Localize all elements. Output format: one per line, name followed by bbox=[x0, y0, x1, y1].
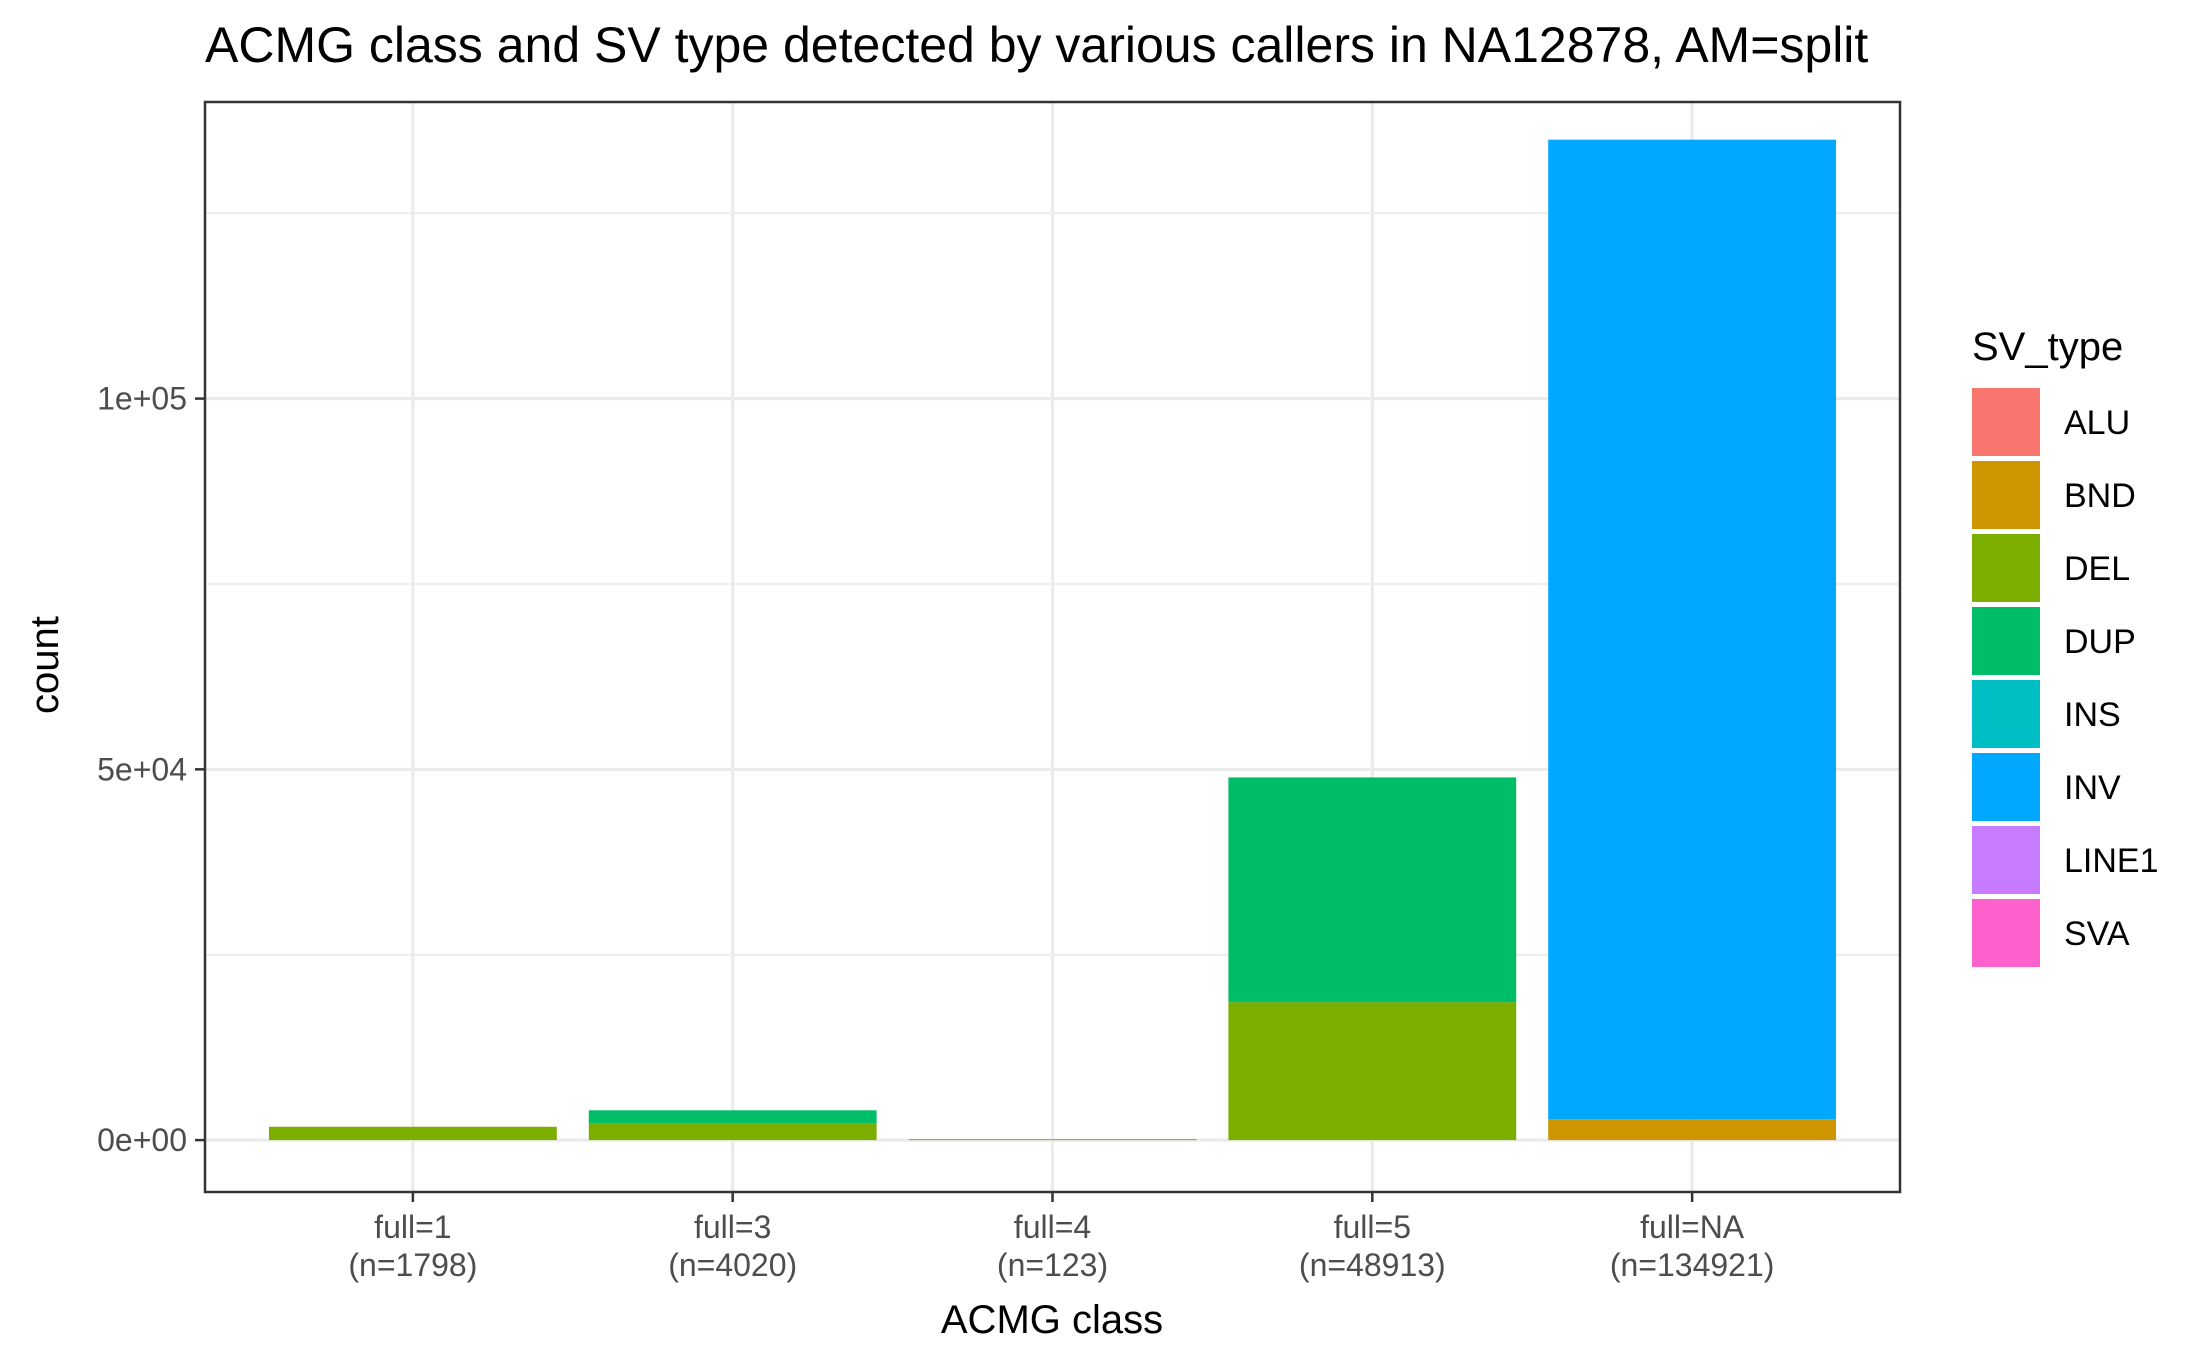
x-tick-count-label: (n=4020) bbox=[668, 1247, 797, 1283]
x-tick-label: full=5 bbox=[1334, 1209, 1411, 1245]
bar-segment-del bbox=[908, 1139, 1197, 1141]
y-tick-label: 1e+05 bbox=[97, 381, 187, 417]
x-tick-count-label: (n=1798) bbox=[348, 1247, 477, 1283]
legend-key-bnd bbox=[1972, 461, 2040, 529]
legend-label-inv: INV bbox=[2064, 769, 2121, 807]
x-axis: full=1(n=1798) full=3(n=4020) full=4(n=123… bbox=[348, 1192, 1774, 1283]
legend-key-ins bbox=[1972, 680, 2040, 748]
x-tick-label: full=3 bbox=[694, 1209, 771, 1245]
legend-label-del: DEL bbox=[2064, 550, 2130, 588]
legend-label-bnd: BND bbox=[2064, 477, 2136, 515]
legend-title: SV_type bbox=[1972, 325, 2123, 369]
x-tick-count-label: (n=134921) bbox=[1610, 1247, 1775, 1283]
legend-key-line1 bbox=[1972, 826, 2040, 894]
bar-segment-dup bbox=[1228, 777, 1517, 1003]
bars-layer bbox=[268, 139, 1837, 1141]
x-axis-label: ACMG class bbox=[941, 1298, 1163, 1342]
legend-label-dup: DUP bbox=[2064, 623, 2136, 661]
bar-segment-bnd bbox=[1548, 1119, 1837, 1141]
bar-segment-del bbox=[588, 1123, 877, 1141]
legend-key-dup bbox=[1972, 607, 2040, 675]
x-tick-count-label: (n=48913) bbox=[1299, 1247, 1446, 1283]
y-tick-label: 5e+04 bbox=[97, 751, 187, 787]
x-tick-label: full=4 bbox=[1014, 1209, 1091, 1245]
legend-label-ins: INS bbox=[2064, 696, 2121, 734]
y-tick-label: 0e+00 bbox=[97, 1122, 187, 1158]
legend-items: ALU BND DEL DUP INS INV LINE1 SVA bbox=[1972, 388, 2159, 967]
legend-label-alu: ALU bbox=[2064, 404, 2130, 442]
legend-label-sva: SVA bbox=[2064, 915, 2130, 953]
legend: SV_type ALU BND DEL DUP INS INV LINE1 SVA bbox=[1972, 325, 2159, 967]
x-tick-label: full=NA bbox=[1640, 1209, 1745, 1245]
x-tick-count-label: (n=123) bbox=[997, 1247, 1108, 1283]
legend-key-alu bbox=[1972, 388, 2040, 456]
legend-label-line1: LINE1 bbox=[2064, 842, 2159, 880]
bar-segment-del bbox=[1228, 1002, 1517, 1141]
legend-key-inv bbox=[1972, 753, 2040, 821]
legend-key-sva bbox=[1972, 899, 2040, 967]
chart-title: ACMG class and SV type detected by vario… bbox=[205, 17, 1868, 73]
x-tick-label: full=1 bbox=[374, 1209, 451, 1245]
bar-segment-inv bbox=[1548, 139, 1837, 1120]
legend-key-del bbox=[1972, 534, 2040, 602]
y-axis: 0e+00 5e+04 1e+05 bbox=[97, 381, 205, 1158]
bar-segment-dup bbox=[588, 1110, 877, 1124]
y-axis-label: count bbox=[23, 616, 67, 714]
bar-segment-del bbox=[268, 1126, 557, 1141]
